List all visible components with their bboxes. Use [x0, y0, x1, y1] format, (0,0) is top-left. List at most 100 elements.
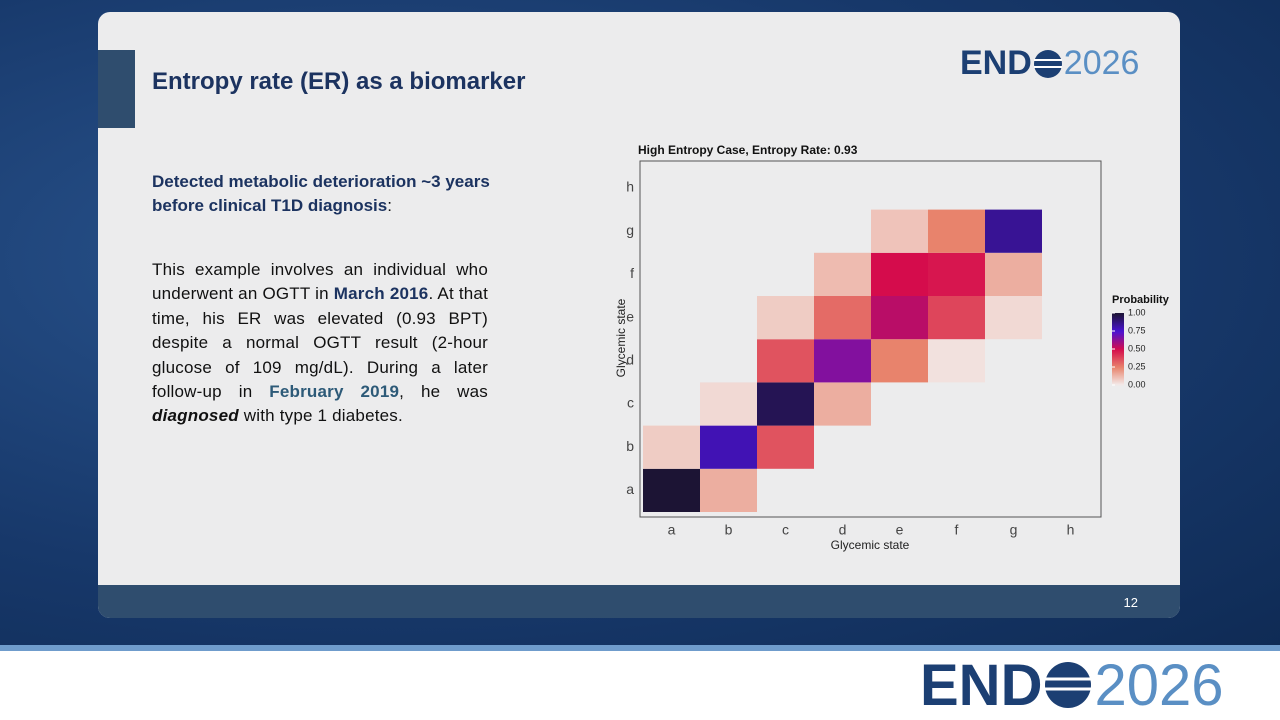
y-tick-label: f	[630, 265, 634, 281]
heatmap-cell	[814, 382, 871, 426]
logo-text: 2026	[1063, 44, 1140, 82]
colorbar-segment	[1112, 315, 1124, 318]
colorbar-segment	[1112, 329, 1124, 332]
x-tick-label: f	[955, 522, 959, 538]
colorbar-segment	[1112, 377, 1124, 380]
date: March 2016	[333, 284, 429, 304]
date: February 2019	[269, 382, 400, 402]
colorbar-segment	[1112, 357, 1124, 360]
heading: Detected metabolic deterioration ~3 year…	[152, 170, 497, 218]
colorbar-segment	[1112, 333, 1124, 336]
colorbar-segment	[1112, 335, 1124, 338]
heatmap-cell	[700, 382, 757, 426]
colorbar-segment	[1112, 319, 1124, 322]
plot-border	[639, 160, 1102, 518]
logo-text: END	[920, 652, 1043, 718]
colorbar-segment	[1112, 349, 1124, 352]
heading-colon: :	[387, 196, 392, 215]
heatmap-cell	[814, 339, 871, 383]
x-tick-label: h	[1067, 522, 1075, 538]
colorbar-segment	[1112, 317, 1124, 320]
colorbar-segment	[1112, 369, 1124, 372]
colorbar-segment	[1112, 327, 1124, 330]
x-tick-label: a	[668, 522, 676, 538]
y-axis-label: Glycemic state	[614, 298, 628, 377]
heatmap-cell	[928, 296, 985, 340]
colorbar-segment	[1112, 383, 1124, 386]
colorbar-segment	[1112, 367, 1124, 370]
accent-bar	[98, 50, 135, 128]
heatmap-cell	[643, 468, 700, 512]
heatmap-cell	[700, 468, 757, 512]
colorbar-tick-label: 0.50	[1128, 343, 1146, 353]
heatmap-cell	[757, 382, 814, 426]
y-tick-label: c	[627, 395, 634, 411]
colorbar-segment	[1112, 347, 1124, 350]
x-tick-label: e	[896, 522, 904, 538]
colorbar-segment	[1112, 381, 1124, 384]
colorbar-segment	[1112, 365, 1124, 368]
colorbar-segment	[1112, 325, 1124, 328]
colorbar-segment	[1112, 375, 1124, 378]
y-tick-label: d	[626, 352, 634, 368]
slide-footer	[98, 585, 1180, 618]
colorbar-segment	[1112, 379, 1124, 382]
heading-text: Detected metabolic deterioration ~3 year…	[152, 172, 490, 215]
slide-logo: END 2026	[960, 44, 1139, 83]
colorbar-tick-label: 0.25	[1128, 361, 1146, 371]
colorbar-segment	[1112, 313, 1124, 316]
heatmap-cell	[757, 296, 814, 340]
heatmap-cell	[814, 252, 871, 296]
page-number: 12	[1123, 595, 1138, 610]
paragraph: This example involves an individual who …	[152, 258, 488, 429]
heatmap-cell	[757, 425, 814, 469]
logo-globe	[1033, 49, 1062, 78]
heatmap-cell	[928, 252, 985, 296]
colorbar-segment	[1112, 361, 1124, 364]
heatmap-cell	[985, 209, 1042, 253]
y-tick-label: h	[626, 179, 634, 195]
y-tick-label: a	[626, 481, 634, 497]
x-tick-label: b	[725, 522, 733, 538]
x-tick-label: c	[782, 522, 789, 538]
colorbar-segment	[1112, 337, 1124, 340]
colorbar-segment	[1112, 353, 1124, 356]
x-tick-label: g	[1010, 522, 1018, 538]
heatmap-cell	[871, 252, 928, 296]
y-tick-label: g	[626, 222, 634, 238]
heatmap-cell	[928, 209, 985, 253]
logo-globe	[1045, 662, 1092, 708]
colorbar-segment	[1112, 351, 1124, 354]
colorbar-segment	[1112, 323, 1124, 326]
logo-text: 2026	[1094, 652, 1224, 718]
text: This example involves an individual who …	[152, 260, 488, 304]
colorbar-segment	[1112, 373, 1124, 376]
colorbar-tick-label: 0.75	[1128, 325, 1146, 335]
colorbar-tick-label: 1.00	[1128, 307, 1146, 317]
colorbar-segment	[1112, 363, 1124, 366]
colorbar-segment	[1112, 359, 1124, 362]
colorbar-segment	[1112, 355, 1124, 358]
colorbar-segment	[1112, 339, 1124, 342]
colorbar-segment	[1112, 341, 1124, 344]
heatmap-cell	[814, 296, 871, 340]
heatmap-cell	[871, 339, 928, 383]
strip	[0, 645, 1280, 651]
text: with type 1 diabetes.	[238, 406, 403, 426]
y-tick-label: e	[626, 308, 634, 324]
slide-title: Entropy rate (ER) as a biomarker	[152, 68, 526, 95]
heatmap-cell	[757, 339, 814, 383]
colorbar-segment	[1112, 345, 1124, 348]
logo-text: END	[960, 44, 1032, 82]
heatmap-cell	[643, 425, 700, 469]
colorbar-segment	[1112, 321, 1124, 324]
legend-title: Probability	[1112, 294, 1170, 306]
colorbar-segment	[1112, 331, 1124, 334]
heatmap-cell	[928, 339, 985, 383]
text: , he was	[399, 382, 489, 402]
y-tick-label: b	[626, 438, 634, 454]
colorbar-segment	[1112, 371, 1124, 374]
colorbar-tick-label: 0.00	[1128, 379, 1146, 389]
